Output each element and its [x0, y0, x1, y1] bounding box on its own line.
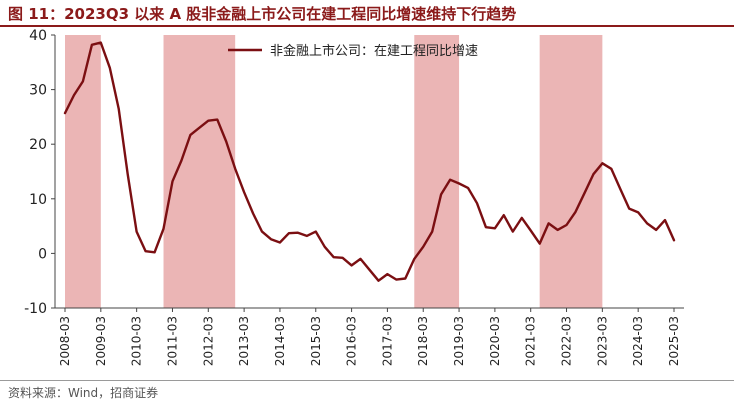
- x-tick-label: 2018-03: [416, 316, 430, 366]
- x-tick-label: 2023-03: [595, 316, 609, 366]
- source-note: 资料来源：Wind，招商证券: [8, 386, 159, 400]
- x-tick-label: 2012-03: [201, 316, 215, 366]
- x-tick-label: 2019-03: [452, 316, 466, 366]
- x-tick-label: 2015-03: [309, 316, 323, 366]
- shaded-period-1: [65, 35, 101, 308]
- series-line-1: [63, 41, 676, 282]
- x-tick-label: 2021-03: [524, 316, 538, 366]
- source-rule: [0, 380, 734, 381]
- shaded-period-3: [414, 35, 460, 308]
- x-tick-label: 2010-03: [130, 316, 144, 366]
- series-layer: [63, 41, 676, 282]
- line-chart: -10 0 10 20 30 40 2008-03 2009-03 2010-03 2011-03…: [24, 28, 684, 366]
- y-tick-label: 40: [29, 28, 47, 44]
- y-tick-label: 0: [38, 246, 47, 262]
- shaded-period-2: [163, 35, 236, 308]
- x-tick-label: 2024-03: [631, 316, 645, 366]
- x-tick-label: 2016-03: [345, 316, 359, 366]
- shaded-period-4: [539, 35, 603, 308]
- x-tick-label: 2013-03: [237, 316, 251, 366]
- x-tick-label: 2025-03: [667, 316, 681, 366]
- y-tick-label: 10: [29, 192, 47, 208]
- x-tick-label: 2017-03: [380, 316, 394, 366]
- axes: -10 0 10 20 30 40 2008-03 2009-03 2010-03 2011-03…: [24, 28, 684, 366]
- x-tick-label: 2022-03: [560, 316, 574, 366]
- y-tick-label: -10: [24, 301, 47, 317]
- y-tick-label: 20: [29, 137, 47, 153]
- x-tick-label: 2009-03: [94, 316, 108, 366]
- title-rule: [0, 25, 734, 27]
- legend-label: 非金融上市公司：在建工程同比增速: [270, 43, 478, 59]
- y-tick-label: 30: [29, 83, 47, 99]
- shaded-periods: [65, 35, 603, 308]
- x-tick-label: 2008-03: [58, 316, 72, 366]
- figure-title: 图 11：2023Q3 以来 A 股非金融上市公司在建工程同比增速维持下行趋势: [8, 5, 517, 23]
- x-tick-label: 2011-03: [165, 316, 179, 366]
- x-tick-label: 2020-03: [488, 316, 502, 366]
- legend: 非金融上市公司：在建工程同比增速: [228, 43, 478, 59]
- x-tick-label: 2014-03: [273, 316, 287, 366]
